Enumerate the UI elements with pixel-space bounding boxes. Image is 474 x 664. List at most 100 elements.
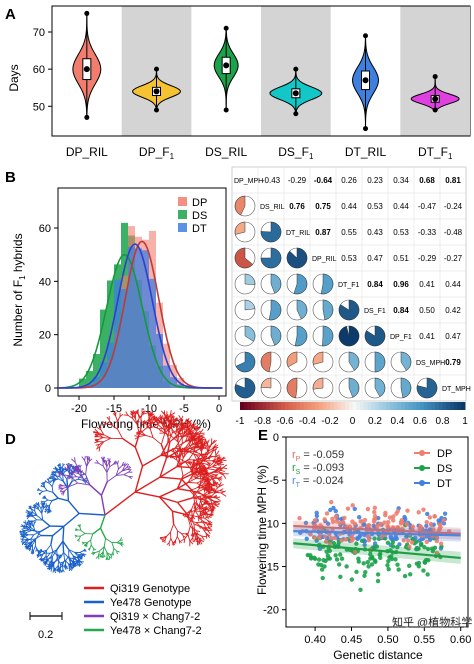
stat-symbol: r	[292, 462, 296, 474]
colorbar-segment	[431, 402, 436, 410]
matrix-coef-text: 0.84	[367, 280, 383, 289]
tree-branch	[56, 540, 64, 551]
scatter-point-dp	[404, 521, 410, 527]
tree-branch	[133, 411, 136, 415]
tree-branch	[211, 440, 217, 445]
scatter-point-dp	[332, 535, 337, 541]
tree-branch	[38, 505, 42, 509]
tree-branch	[44, 486, 48, 491]
tree-branch	[111, 551, 114, 555]
violin-outlier-point	[293, 66, 299, 72]
tree-branch	[170, 424, 173, 430]
scatter-point-dp	[405, 538, 411, 543]
tree-branch	[71, 465, 79, 470]
tree-branch	[45, 508, 49, 512]
tree-branch	[208, 503, 212, 510]
tree-branch	[117, 416, 121, 422]
tree-branch	[213, 455, 217, 463]
tree-branch	[198, 479, 202, 489]
colorbar-tick-label: 0.2	[368, 416, 382, 427]
scatter-point-ds	[354, 569, 359, 575]
stat-text: rT = -0.024	[292, 475, 344, 489]
tree-branch	[173, 457, 178, 461]
tree-branch	[187, 513, 198, 518]
scatter-point-dp	[427, 515, 433, 520]
tree-branch	[195, 496, 198, 503]
matrix-diag-label: DS_MPH	[416, 360, 445, 367]
tree-branch	[189, 520, 194, 528]
tree-branch	[170, 412, 176, 416]
panel-a-x-label-sub: 1	[448, 152, 453, 161]
tree-branch	[125, 411, 129, 416]
tree-branch	[186, 509, 192, 514]
tree-branch	[159, 496, 178, 504]
scatter-point-dp	[352, 549, 358, 555]
colorbar-segment	[438, 402, 443, 410]
tree-branch	[188, 451, 197, 456]
tree-branch	[195, 502, 198, 507]
tree-branch	[171, 420, 175, 426]
tree-branch	[190, 430, 193, 435]
panel-b-y-tick-label: 0	[45, 383, 51, 395]
scatter-point-dt	[388, 534, 394, 539]
tree-branch	[214, 504, 219, 508]
tree-branch	[62, 474, 71, 477]
scatter-point-ds	[422, 544, 427, 550]
tree-branch	[205, 533, 208, 539]
scatter-point-dt	[314, 510, 319, 516]
tree-branch	[78, 563, 81, 567]
tree-branch	[170, 415, 174, 420]
hist-bar-dt	[135, 248, 142, 388]
scatter-point-dp	[438, 541, 444, 546]
tree-branch	[197, 488, 205, 493]
matrix-pie-slice	[374, 351, 386, 373]
panel-b-y-tick-label: 60	[39, 223, 51, 235]
tree-branch	[170, 523, 175, 533]
tree-branch	[143, 420, 147, 425]
tree-branch	[199, 538, 205, 543]
tree-branch	[49, 565, 53, 569]
panel-d-phylogenetic-tree: 0.2 Qi319 Genotype Ye478 Genotype Qi319 × …	[19, 409, 229, 641]
matrix-pie-slice	[260, 221, 282, 243]
tree-branch	[45, 504, 49, 507]
colorbar-segment	[375, 402, 380, 410]
colorbar-segment	[401, 402, 406, 410]
colorbar-segment	[371, 402, 376, 410]
tree-branch	[37, 502, 40, 506]
matrix-pie-slice	[364, 325, 386, 347]
tree-branch	[175, 536, 178, 541]
matrix-coef-text: 0.42	[445, 306, 461, 315]
colorbar-segment	[412, 402, 417, 410]
tree-branch	[134, 411, 139, 415]
tree-branch	[191, 509, 193, 516]
tree-branch	[202, 475, 206, 479]
colorbar-segment	[247, 402, 252, 410]
tree-branch	[50, 551, 54, 557]
tree-branch	[61, 569, 64, 573]
colorbar-segment	[386, 402, 391, 410]
tree-branch	[72, 473, 77, 478]
tree-branch	[188, 439, 193, 447]
tree-branch	[184, 432, 190, 442]
tree-branch	[189, 490, 196, 498]
tree-branch	[21, 524, 24, 527]
colorbar-segment	[307, 402, 312, 410]
tree-branch	[51, 482, 54, 487]
tree-branch	[103, 538, 107, 547]
tree-branch	[98, 437, 104, 441]
violin-median-point	[292, 90, 299, 97]
tree-branch	[193, 523, 196, 533]
matrix-pie-slice	[244, 325, 256, 342]
tree-branch	[197, 441, 199, 447]
scatter-point-ds	[375, 572, 381, 577]
tree-branch	[192, 465, 195, 470]
tree-branch	[199, 472, 202, 480]
panel-b-y-label-sub: 1	[18, 275, 27, 280]
matrix-pie-slice	[234, 377, 256, 399]
tree-branch	[45, 561, 48, 565]
tree-branch	[201, 527, 208, 531]
scatter-point-ds	[374, 544, 380, 549]
tree-branch	[182, 452, 187, 459]
tree-branch	[44, 510, 47, 512]
panel-a-x-label-main: DT_RIL	[345, 145, 387, 159]
